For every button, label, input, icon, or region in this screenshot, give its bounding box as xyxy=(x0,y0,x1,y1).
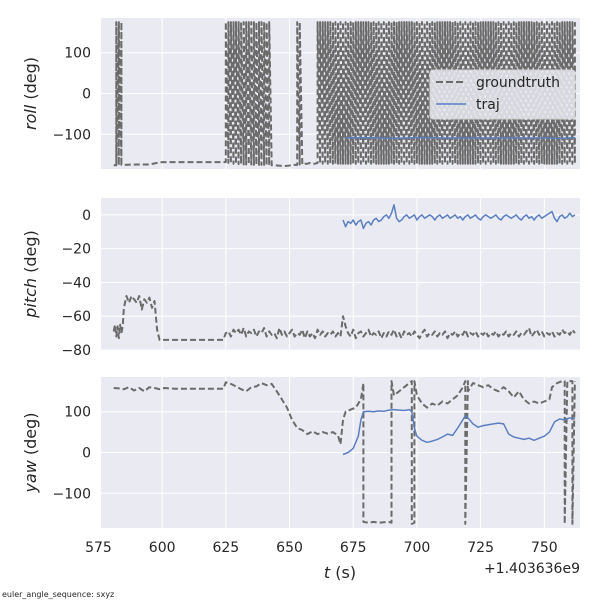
yaw-y-tick-1: 0 xyxy=(82,446,91,462)
roll-y-ticks: −100 0 100 xyxy=(53,46,91,144)
pitch-series xyxy=(112,204,576,341)
x-tick-3: 650 xyxy=(276,540,303,556)
pitch-gridlines xyxy=(101,198,580,351)
euler-angle-footnote: euler_angle_sequence: sxyz xyxy=(2,590,114,599)
pitch-y-axis-label-unit: (deg) xyxy=(21,230,40,278)
roll-y-axis-label: roll (deg) xyxy=(21,57,40,130)
x-axis-label: t (s) xyxy=(324,563,356,582)
yaw-y-axis-label: yaw (deg) xyxy=(21,412,40,493)
pitch-y-tick-0: −80 xyxy=(61,343,91,359)
roll-y-axis-label-unit: (deg) xyxy=(21,57,40,105)
x-tick-2: 625 xyxy=(212,540,239,556)
pitch-plot-area xyxy=(101,198,580,350)
pitch-y-axis-label-var: pitch xyxy=(21,278,40,319)
x-tick-1: 600 xyxy=(149,540,176,556)
pitch-y-axis-label: pitch (deg) xyxy=(21,230,40,319)
roll-subplot: −100 0 100 roll (deg) groundtruth traj xyxy=(21,18,580,169)
x-axis-label-var: t xyxy=(324,563,331,582)
roll-y-tick-2: 100 xyxy=(64,46,91,62)
pitch-traj-line xyxy=(342,204,576,230)
roll-y-tick-0: −100 xyxy=(53,127,91,143)
yaw-traj-line xyxy=(342,408,576,456)
roll-traj-line xyxy=(345,136,575,140)
yaw-subplot: −100 0 100 575 600 625 650 675 700 725 750 yaw (d… xyxy=(21,377,580,582)
legend-traj-label: traj xyxy=(476,97,500,113)
yaw-y-axis-label-unit: (deg) xyxy=(21,412,40,460)
roll-series xyxy=(113,20,576,168)
pitch-y-tick-1: −60 xyxy=(61,309,91,325)
x-tick-7: 750 xyxy=(531,540,558,556)
pitch-y-tick-4: 0 xyxy=(82,208,91,224)
pitch-subplot: −80 −60 −40 −20 0 pitch (deg) xyxy=(21,198,580,359)
yaw-y-tick-2: 100 xyxy=(64,405,91,421)
x-tick-5: 700 xyxy=(404,540,431,556)
yaw-y-tick-0: −100 xyxy=(53,486,91,502)
roll-groundtruth-line xyxy=(113,20,576,168)
legend-box xyxy=(429,69,576,120)
yaw-y-ticks: −100 0 100 xyxy=(53,405,91,503)
yaw-y-axis-label-var: yaw xyxy=(21,459,40,493)
x-axis-offset-label: +1.403636e9 xyxy=(484,561,580,577)
yaw-gridlines xyxy=(101,377,580,528)
yaw-groundtruth-line xyxy=(113,380,576,525)
legend-groundtruth-label: groundtruth xyxy=(476,75,560,91)
roll-y-axis-label-var: roll xyxy=(21,104,40,130)
pitch-y-ticks: −80 −60 −40 −20 0 xyxy=(61,208,91,359)
x-tick-0: 575 xyxy=(85,540,112,556)
x-axis-label-unit: (s) xyxy=(330,563,356,582)
pitch-y-tick-2: −40 xyxy=(61,275,91,291)
pitch-y-tick-3: −20 xyxy=(61,242,91,258)
roll-y-tick-1: 0 xyxy=(82,87,91,103)
yaw-series xyxy=(113,380,576,525)
x-tick-4: 675 xyxy=(340,540,367,556)
x-ticks: 575 600 625 650 675 700 725 750 xyxy=(85,540,558,556)
pitch-groundtruth-line xyxy=(112,295,576,341)
x-tick-6: 725 xyxy=(467,540,494,556)
legend: groundtruth traj xyxy=(429,69,576,120)
